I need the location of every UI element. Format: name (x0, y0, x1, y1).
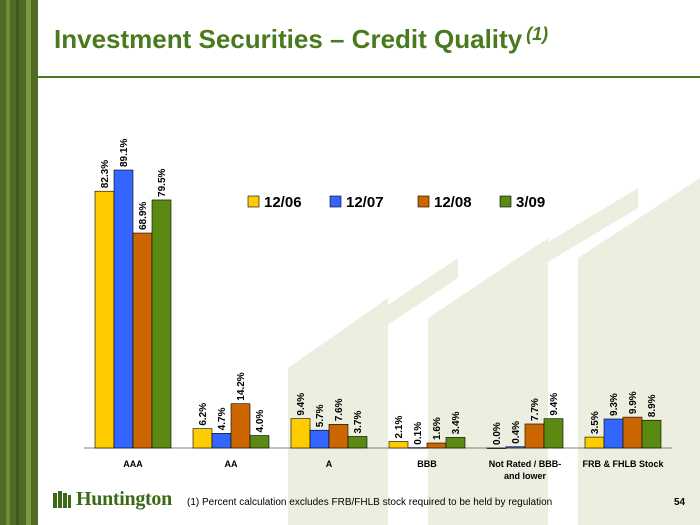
bar-12-06-4 (486, 447, 507, 449)
legend-swatch (329, 195, 342, 208)
legend-label: 12/07 (346, 194, 384, 211)
data-label: 7.6% (334, 398, 345, 421)
category-label: Not Rated / BBB- (489, 459, 562, 469)
data-label: 3.7% (353, 411, 364, 434)
bar-3-09-2 (347, 436, 368, 449)
bar-12-06-1 (192, 428, 213, 449)
data-label: 9.4% (549, 393, 560, 416)
data-label: 79.5% (157, 168, 168, 196)
data-label: 4.0% (255, 410, 266, 433)
data-label: 3.5% (590, 411, 601, 434)
legend-swatch (417, 195, 430, 208)
data-label: 9.3% (609, 393, 620, 416)
bar-3-09-0 (151, 199, 172, 449)
legend-label: 3/09 (516, 194, 545, 211)
bar-12-07-3 (407, 447, 428, 449)
category-label: A (326, 459, 333, 469)
left-decorative-stripe (0, 0, 38, 525)
data-label: 0.1% (413, 422, 424, 445)
huntington-logo: Huntington (52, 488, 172, 511)
legend-label: 12/06 (264, 194, 302, 211)
bar-12-07-0 (113, 169, 134, 449)
data-label: 5.7% (315, 404, 326, 427)
data-label: 9.9% (628, 391, 639, 414)
bar-12-07-4 (505, 446, 526, 449)
data-label: 89.1% (119, 139, 130, 167)
bar-12-08-5 (622, 416, 643, 449)
bar-12-07-1 (211, 433, 232, 449)
title-superscript: (1) (526, 24, 549, 44)
logo-text: Huntington (76, 488, 172, 510)
category-label: AAA (123, 459, 143, 469)
bar-12-06-2 (290, 418, 311, 449)
bar-12-06-0 (94, 190, 115, 449)
data-label: 14.2% (236, 372, 247, 400)
bar-3-09-5 (641, 419, 662, 449)
title-divider (38, 76, 700, 78)
legend-label: 12/08 (434, 194, 472, 211)
page-title: Investment Securities – Credit Quality (1… (54, 24, 549, 54)
header-band (38, 0, 700, 76)
data-label: 0.4% (511, 421, 522, 444)
page-number: 54 (674, 497, 686, 508)
data-label: 6.2% (198, 403, 209, 426)
bar-12-06-5 (584, 436, 605, 449)
bar-12-08-4 (524, 423, 545, 449)
bar-3-09-4 (543, 418, 564, 449)
footnote: (1) Percent calculation excludes FRB/FHL… (187, 497, 553, 508)
data-label: 3.4% (451, 411, 462, 434)
data-label: 0.0% (492, 422, 503, 445)
data-label: 68.9% (138, 202, 149, 230)
data-label: 7.7% (530, 398, 541, 421)
huntington-logo-icon (53, 490, 71, 508)
bar-12-08-2 (328, 423, 349, 449)
bar-3-09-3 (445, 437, 466, 449)
bar-12-07-5 (603, 418, 624, 449)
data-label: 9.4% (296, 393, 307, 416)
category-label: and lower (504, 471, 547, 481)
bar-3-09-1 (249, 435, 270, 449)
data-label: 1.6% (432, 417, 443, 440)
category-label: AA (225, 459, 238, 469)
bar-12-08-0 (132, 232, 153, 449)
data-label: 82.3% (100, 160, 111, 188)
category-label: BBB (417, 459, 437, 469)
bar-12-08-3 (426, 442, 447, 449)
data-label: 8.9% (647, 394, 658, 417)
bar-12-06-3 (388, 441, 409, 449)
category-label: FRB & FHLB Stock (583, 459, 665, 469)
data-label: 4.7% (217, 407, 228, 430)
data-label: 2.1% (394, 416, 405, 439)
bar-12-07-2 (309, 429, 330, 449)
legend-swatch (247, 195, 260, 208)
legend-swatch (499, 195, 512, 208)
bar-12-08-1 (230, 403, 251, 449)
